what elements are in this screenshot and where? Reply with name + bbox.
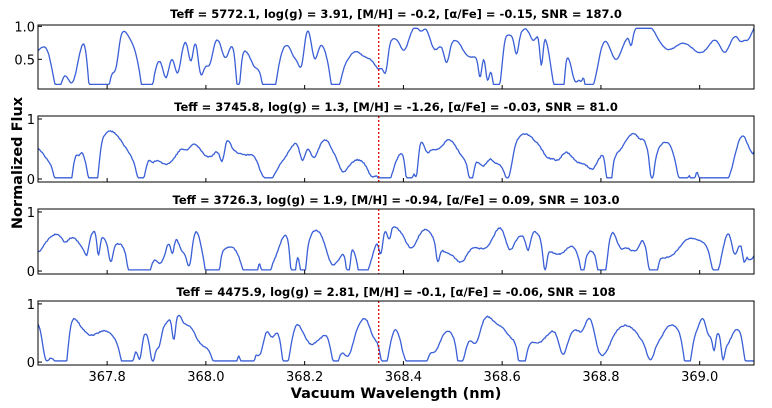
spectrum-line bbox=[37, 27, 755, 86]
panel-title: Teff = 5772.1, log(g) = 3.91, [M/H] = -0… bbox=[170, 7, 622, 21]
x-tick-label: 368.6 bbox=[484, 370, 521, 385]
panels: Teff = 5772.1, log(g) = 3.91, [M/H] = -0… bbox=[14, 7, 755, 385]
panel-2: Teff = 3745.8, log(g) = 1.3, [M/H] = -1.… bbox=[27, 100, 755, 188]
panel-frame bbox=[37, 300, 755, 366]
y-tick-label: 0 bbox=[27, 265, 35, 280]
y-tick-label: 0 bbox=[27, 356, 35, 371]
x-tick-label: 368.4 bbox=[385, 370, 422, 385]
spectrum-line bbox=[37, 130, 755, 179]
x-axis-label: Vacuum Wavelength (nm) bbox=[291, 386, 502, 402]
panel-1: Teff = 5772.1, log(g) = 3.91, [M/H] = -0… bbox=[14, 7, 755, 90]
panel-3: Teff = 3726.3, log(g) = 1.9, [M/H] = -0.… bbox=[27, 193, 755, 280]
panel-4: Teff = 4475.9, log(g) = 2.81, [M/H] = -0… bbox=[27, 285, 755, 385]
y-tick-label: 1.0 bbox=[14, 20, 35, 35]
y-tick-label: 1 bbox=[27, 298, 35, 313]
y-axis-label: Normalized Flux bbox=[10, 96, 26, 229]
spectrum-line bbox=[37, 226, 755, 271]
y-tick-label: 0 bbox=[27, 173, 35, 188]
x-tick-label: 367.8 bbox=[89, 370, 126, 385]
panel-frame bbox=[37, 115, 755, 183]
x-tick-label: 369.0 bbox=[681, 370, 718, 385]
x-tick-label: 368.8 bbox=[582, 370, 619, 385]
panel-frame bbox=[37, 24, 755, 90]
x-tick-label: 368.0 bbox=[187, 370, 224, 385]
panel-title: Teff = 3745.8, log(g) = 1.3, [M/H] = -1.… bbox=[174, 100, 618, 114]
x-tick-label: 368.2 bbox=[286, 370, 323, 385]
spectrum-line bbox=[37, 314, 754, 362]
y-tick-label: 0.5 bbox=[14, 53, 35, 68]
panel-title: Teff = 4475.9, log(g) = 2.81, [M/H] = -0… bbox=[176, 285, 615, 299]
y-tick-label: 1 bbox=[27, 206, 35, 221]
panel-title: Teff = 3726.3, log(g) = 1.9, [M/H] = -0.… bbox=[173, 193, 620, 207]
y-tick-label: 1 bbox=[27, 113, 35, 128]
panel-frame bbox=[37, 208, 755, 275]
